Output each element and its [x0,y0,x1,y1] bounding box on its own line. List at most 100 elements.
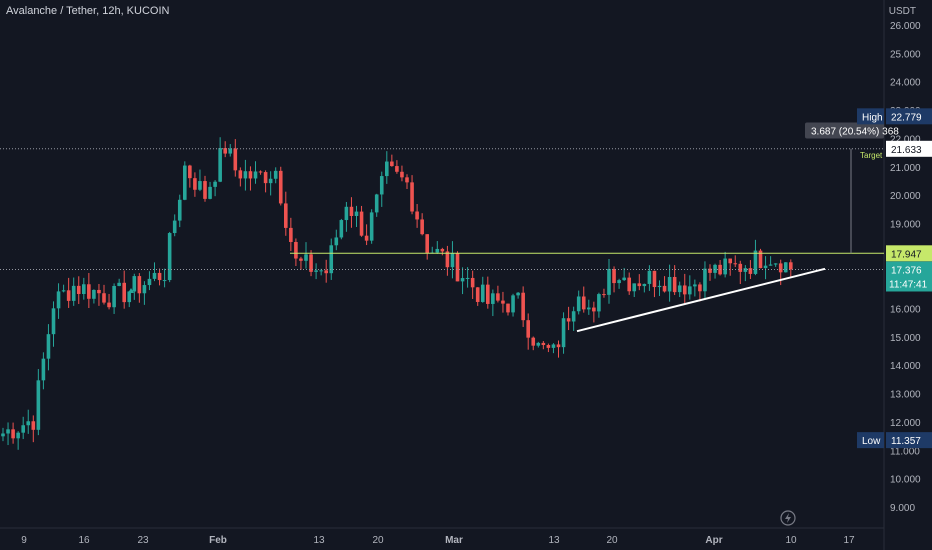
candle-body [774,263,778,264]
candle-body [6,429,10,433]
price-tick-label: 10.000 [890,475,921,486]
candle-body [567,318,571,321]
time-tick-label: 16 [78,535,90,546]
candle-body [562,318,566,347]
candle-body [143,285,147,293]
time-tick-label: 20 [606,535,618,546]
candle-body [193,178,197,190]
time-tick-label: 20 [372,535,384,546]
time-tick-label: Feb [209,535,227,546]
time-tick-label: 10 [785,535,797,546]
candle-body [587,308,591,310]
candle-body [370,212,374,240]
candle-body [47,334,51,359]
candle-body [259,171,263,172]
candle-body [632,283,636,291]
time-tick-label: 9 [21,535,27,546]
time-tick-label: Apr [705,535,722,546]
price-tick-label: 13.000 [890,390,921,401]
candle-body [486,285,490,304]
candle-body [466,278,470,279]
candle-body [663,286,667,292]
candle-body [269,179,273,183]
candle-body [16,433,20,439]
resistance-value: 17.947 [891,249,922,260]
candle-body [471,278,475,287]
candle-body [375,194,379,212]
candle-body [324,270,328,273]
candle-body [769,265,773,266]
candle-body [733,263,737,264]
candle-body [456,253,460,281]
candle-body [557,344,561,347]
candle-body [62,290,66,291]
candle-body [390,162,394,167]
price-tick-label: 26.000 [890,21,921,32]
candle-body [526,320,530,337]
candle-body [234,148,238,170]
candle-body [521,293,525,320]
candle-body [491,293,495,304]
price-tick-label: 21.000 [890,163,921,174]
price-tick-label: 12.000 [890,418,921,429]
currency-label: USDT [889,6,916,17]
candle-body [208,187,212,199]
price-tick-label: 24.000 [890,78,921,89]
candle-body [153,273,157,279]
time-tick-label: 17 [843,535,855,546]
candle-body [21,425,25,432]
candle-body [158,273,162,280]
high-label: High [862,112,883,123]
candle-body [319,270,323,271]
candle-body [547,345,551,348]
candle-body [673,277,677,292]
candle-body [542,343,546,345]
candle-body [683,285,687,294]
candle-body [638,283,642,286]
candle-body [476,287,480,302]
candle-body [173,221,177,233]
candle-body [304,254,308,260]
candle-body [577,296,581,311]
candle-body [537,343,541,346]
candle-body [754,251,758,274]
candle-body [97,290,101,293]
candle-body [183,166,187,200]
candle-body [163,280,167,281]
candle-body [643,284,647,286]
candle-body [582,296,586,309]
candle-body [203,181,207,199]
candle-body [178,200,182,221]
candle-body [122,283,126,302]
candle-body [612,269,616,283]
candle-body [627,278,631,292]
candle-body [355,212,359,216]
price-tick-label: 25.000 [890,49,921,60]
candle-body [617,280,621,283]
candle-body [254,171,258,178]
candle-body [284,203,288,227]
candle-body [501,301,505,304]
candle-body [1,433,5,436]
candle-body [213,182,217,187]
candle-body [516,293,520,296]
candle-body [92,290,96,299]
candle-body [703,269,707,292]
candle-body [506,304,510,313]
candle-body [739,264,743,272]
target-value: 21.633 [891,145,922,156]
candle-body [77,286,81,294]
candle-body [279,171,283,204]
candle-body [360,212,364,236]
price-tick-label: 20.000 [890,191,921,202]
candle-body [299,259,303,261]
candle-body [314,270,318,271]
candle-body [107,303,111,308]
candle-body [461,278,465,281]
candle-body [289,228,293,242]
lightning-bolt-icon[interactable] [781,511,795,525]
candle-body [274,171,278,179]
candle-body [713,265,717,273]
candle-body [57,291,61,308]
